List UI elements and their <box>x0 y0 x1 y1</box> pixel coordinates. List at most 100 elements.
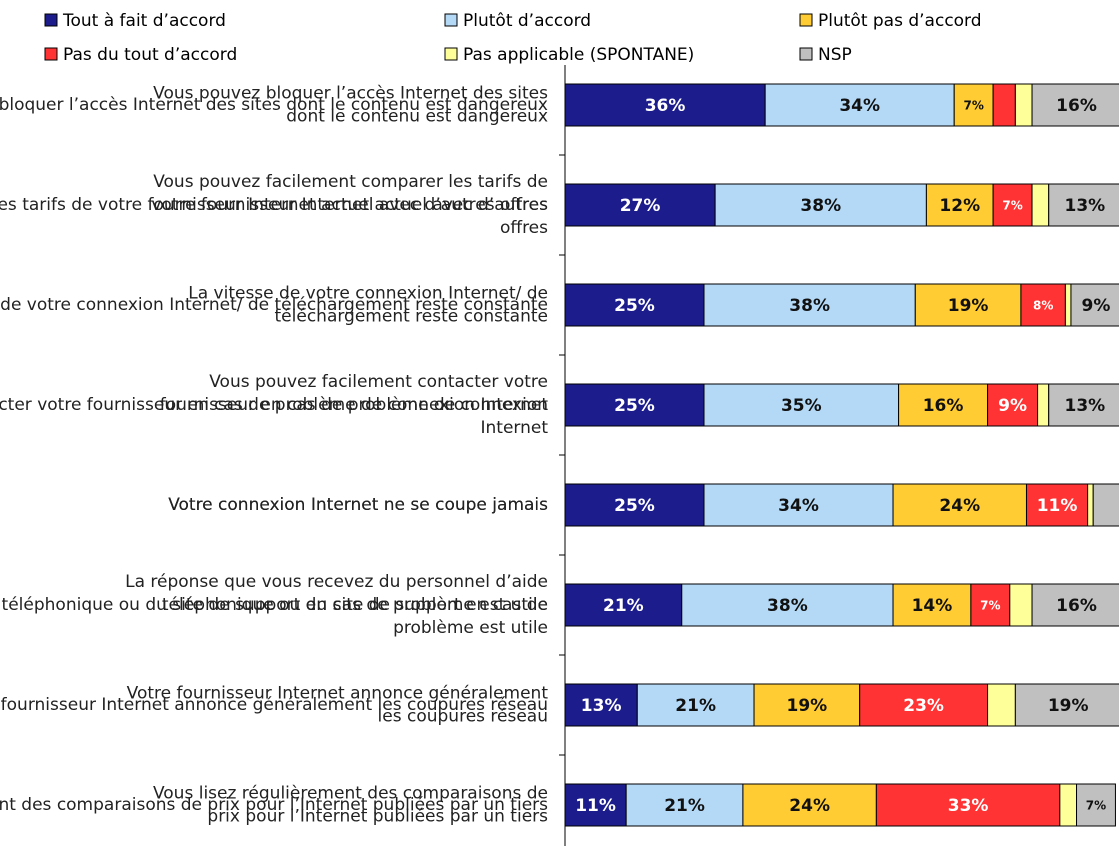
bar-segment <box>564 83 766 127</box>
bar-segment <box>625 783 744 827</box>
bar-segment <box>925 183 994 227</box>
data-label: 13% <box>1065 396 1106 416</box>
legend-label: Pas applicable (SPONTANE) <box>463 45 694 65</box>
data-label: 19% <box>1048 696 1089 716</box>
category-line: votre fournisseur Internet actuel avec d… <box>151 195 548 215</box>
category-line: fournisseur en cas de problème de connex… <box>160 395 548 415</box>
data-label: 7% <box>1002 199 1022 213</box>
category-line: dont le contenu est dangereux <box>286 107 548 127</box>
bar-segment <box>714 183 927 227</box>
legend-swatch <box>799 47 813 61</box>
bar-segment <box>1059 783 1078 827</box>
bar-segment <box>703 383 900 427</box>
bar-segment <box>1070 283 1119 327</box>
category-line: La réponse que vous recevez du personnel… <box>125 572 548 592</box>
data-label: 16% <box>923 396 964 416</box>
legend-label: Plutôt d’accord <box>463 11 591 31</box>
bar-segment <box>564 483 705 527</box>
bar-segment <box>892 483 1027 527</box>
data-label: 13% <box>1065 196 1106 216</box>
bar-segment <box>1009 583 1033 627</box>
data-label: 7% <box>1086 799 1106 813</box>
legend-label: NSP <box>818 45 852 65</box>
bar-segment <box>1092 483 1119 527</box>
data-label: 16% <box>1056 596 1097 616</box>
category-line: Vous lisez régulièrement des comparaison… <box>153 784 548 804</box>
bar-segment <box>764 83 955 127</box>
data-label: 19% <box>948 296 989 316</box>
data-label: 38% <box>767 596 808 616</box>
data-label: 21% <box>603 596 644 616</box>
bar-segment <box>1014 83 1033 127</box>
category-line: Vous pouvez facilement comparer les tari… <box>153 172 548 192</box>
data-label: 38% <box>789 296 830 316</box>
category-label: Votre connexion Internet ne se coupe jam… <box>168 495 548 515</box>
category-label: La réponse que vous recevez du personnel… <box>0 572 548 638</box>
data-label: 24% <box>789 796 830 816</box>
bar-segment <box>914 283 1022 327</box>
category-label: Vous pouvez facilement contacter votre f… <box>0 372 548 438</box>
category-line: Votre fournisseur Internet annonce génér… <box>127 684 549 704</box>
category-line: problème est utile <box>393 618 548 638</box>
bar-segment <box>703 483 894 527</box>
data-label: 16% <box>1056 96 1097 116</box>
bar-segment <box>859 683 989 727</box>
data-label: 8% <box>1033 299 1053 313</box>
category-line: téléchargement reste constante <box>275 307 548 327</box>
bar-segment <box>1087 483 1094 527</box>
legend-swatch <box>799 13 813 27</box>
bar-segment <box>1076 783 1116 827</box>
legend-swatch <box>44 13 58 27</box>
category-line: Vous pouvez bloquer l’accès Internet des… <box>153 84 548 104</box>
data-label: 21% <box>675 696 716 716</box>
data-label: 38% <box>800 196 841 216</box>
legend-label: Tout à fait d’accord <box>62 11 226 31</box>
bar-segment <box>564 383 705 427</box>
data-label: 33% <box>948 796 989 816</box>
data-label: 27% <box>620 196 661 216</box>
bar-segment <box>1025 483 1089 527</box>
bar-segment <box>892 583 972 627</box>
legend-swatch <box>444 13 458 27</box>
bar-segment <box>742 783 877 827</box>
bar-segment <box>987 683 1016 727</box>
legend-label: Pas du tout d’accord <box>63 45 237 65</box>
bar-segment <box>1048 383 1119 427</box>
data-label: 14% <box>912 596 953 616</box>
data-label: 11% <box>575 796 616 816</box>
bar-segment <box>703 283 916 327</box>
data-label: 21% <box>664 796 705 816</box>
category-label: Votre fournisseur Internet annonce génér… <box>0 684 548 727</box>
bar-segment <box>1031 583 1119 627</box>
bar-segment <box>681 583 894 627</box>
data-label: 7% <box>980 599 1000 613</box>
bar-segment <box>970 583 1011 627</box>
category-line: La vitesse de votre connexion Internet/ … <box>188 284 548 304</box>
bar-segment <box>564 583 683 627</box>
category-label: Vous pouvez facilement comparer les tari… <box>0 172 548 238</box>
data-label: 23% <box>903 696 944 716</box>
data-label: 19% <box>787 696 828 716</box>
legend-swatch <box>444 47 458 61</box>
category-line: Internet <box>480 418 548 438</box>
bar-segment <box>992 183 1033 227</box>
bar-segment <box>875 783 1061 827</box>
data-label: 11% <box>1037 496 1078 516</box>
category-line: téléphonique ou du site de support en ca… <box>162 595 548 615</box>
bar-segment <box>1014 683 1119 727</box>
category-line: Vous pouvez facilement contacter votre <box>209 372 548 392</box>
data-label: 9% <box>1082 296 1111 316</box>
category-line: les coupures réseau <box>378 707 548 727</box>
bar-segment <box>992 83 1016 127</box>
category-line: Votre connexion Internet ne se coupe jam… <box>168 495 548 515</box>
bar-segment <box>564 183 716 227</box>
bar-segment <box>1031 183 1050 227</box>
category-line: offres <box>500 218 548 238</box>
bar-segment <box>1031 83 1119 127</box>
bar-segment <box>753 683 861 727</box>
category-label: La vitesse de votre connexion Internet/ … <box>0 284 548 327</box>
data-label: 7% <box>963 99 983 113</box>
data-label: 25% <box>614 396 655 416</box>
category-label: Vous lisez régulièrement des comparaison… <box>0 784 548 827</box>
